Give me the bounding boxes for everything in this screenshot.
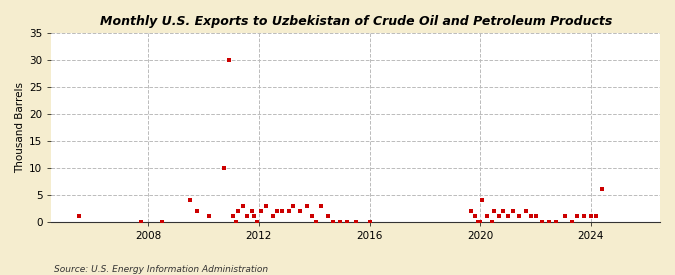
Point xyxy=(507,209,518,213)
Point xyxy=(261,204,271,208)
Point xyxy=(560,214,571,219)
Point xyxy=(567,219,578,224)
Point xyxy=(223,58,234,62)
Title: Monthly U.S. Exports to Uzbekistan of Crude Oil and Petroleum Products: Monthly U.S. Exports to Uzbekistan of Cr… xyxy=(99,15,612,28)
Point xyxy=(284,209,294,213)
Point xyxy=(551,219,562,224)
Point xyxy=(572,214,583,219)
Point xyxy=(204,214,215,219)
Point xyxy=(246,209,257,213)
Point xyxy=(238,204,248,208)
Point xyxy=(327,219,338,224)
Text: Source: U.S. Energy Information Administration: Source: U.S. Energy Information Administ… xyxy=(54,265,268,274)
Point xyxy=(466,209,477,213)
Point xyxy=(514,214,525,219)
Point xyxy=(311,219,322,224)
Point xyxy=(191,209,202,213)
Point xyxy=(306,214,317,219)
Point xyxy=(487,219,497,224)
Point xyxy=(597,187,608,192)
Point xyxy=(590,214,601,219)
Point xyxy=(530,214,541,219)
Point xyxy=(277,209,288,213)
Point xyxy=(470,214,481,219)
Point xyxy=(295,209,306,213)
Point xyxy=(302,204,313,208)
Point xyxy=(316,204,327,208)
Point xyxy=(341,219,352,224)
Point xyxy=(136,219,146,224)
Point xyxy=(364,219,375,224)
Point xyxy=(525,214,536,219)
Point xyxy=(497,209,508,213)
Point xyxy=(157,219,167,224)
Point xyxy=(472,219,483,224)
Point xyxy=(578,214,589,219)
Point xyxy=(242,214,252,219)
Point xyxy=(350,219,361,224)
Point xyxy=(502,214,513,219)
Point xyxy=(267,214,278,219)
Point xyxy=(585,214,596,219)
Point xyxy=(544,219,555,224)
Point xyxy=(74,214,84,219)
Point xyxy=(256,209,267,213)
Point xyxy=(537,219,548,224)
Point xyxy=(475,219,485,224)
Y-axis label: Thousand Barrels: Thousand Barrels xyxy=(15,82,25,173)
Point xyxy=(251,219,262,224)
Point xyxy=(489,209,500,213)
Point xyxy=(231,219,242,224)
Point xyxy=(477,198,488,202)
Point xyxy=(233,209,244,213)
Point xyxy=(272,209,283,213)
Point xyxy=(323,214,333,219)
Point xyxy=(228,214,239,219)
Point xyxy=(521,209,532,213)
Point xyxy=(249,214,260,219)
Point xyxy=(288,204,299,208)
Point xyxy=(482,214,493,219)
Point xyxy=(493,214,504,219)
Point xyxy=(334,219,345,224)
Point xyxy=(184,198,195,202)
Point xyxy=(219,166,230,170)
